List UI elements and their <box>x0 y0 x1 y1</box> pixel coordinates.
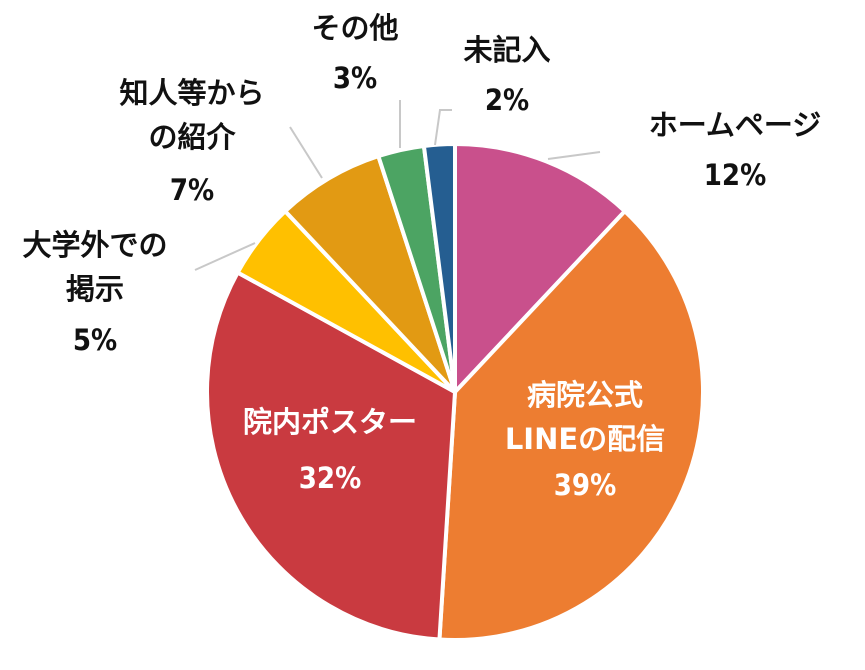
leader-line-0 <box>547 151 601 160</box>
pie-slice-6 <box>421 141 457 393</box>
slice-label-2: 院内ポスター <box>243 405 417 439</box>
slice-percent-2: 32% <box>299 461 361 495</box>
slice-percent-5: 3% <box>333 61 377 95</box>
slice-label-4: 知人等からの紹介 <box>119 76 264 154</box>
slice-percent-4: 7% <box>170 173 214 207</box>
slice-percent-1: 39% <box>554 468 616 502</box>
slice-percent-0: 12% <box>704 158 766 192</box>
pie-slice-1 <box>437 208 705 642</box>
slice-label-line: 大学外での <box>22 228 167 262</box>
leader-line-3 <box>194 242 256 271</box>
slice-label-6: 未記入 <box>463 33 550 67</box>
slice-percent-3: 5% <box>73 323 117 357</box>
leader-line-6 <box>434 109 452 146</box>
slice-label-line: 掲示 <box>66 272 124 306</box>
slice-label-line: ホームページ <box>649 108 822 142</box>
slice-label-line: その他 <box>311 11 398 45</box>
slice-label-5: その他 <box>311 11 398 45</box>
pie-slice-4 <box>282 153 457 394</box>
slice-label-line: LINEの配信 <box>505 422 665 456</box>
slice-label-1: 病院公式 LINEの配信 <box>505 378 665 456</box>
slice-label-line: の紹介 <box>148 120 236 154</box>
slice-label-line: 病院公式 <box>527 378 643 412</box>
slice-label-3: 大学外での掲示 <box>22 228 167 306</box>
slice-label-line: 未記入 <box>463 33 550 67</box>
pie-slice-0 <box>453 141 628 398</box>
pie-slice-2 <box>205 269 458 642</box>
leader-line-4 <box>289 126 323 179</box>
slice-label-line: 院内ポスター <box>243 405 417 439</box>
slice-label-0: ホームページ <box>649 108 822 142</box>
slice-label-line: 知人等から <box>119 76 264 110</box>
slice-percent-6: 2% <box>485 83 529 117</box>
